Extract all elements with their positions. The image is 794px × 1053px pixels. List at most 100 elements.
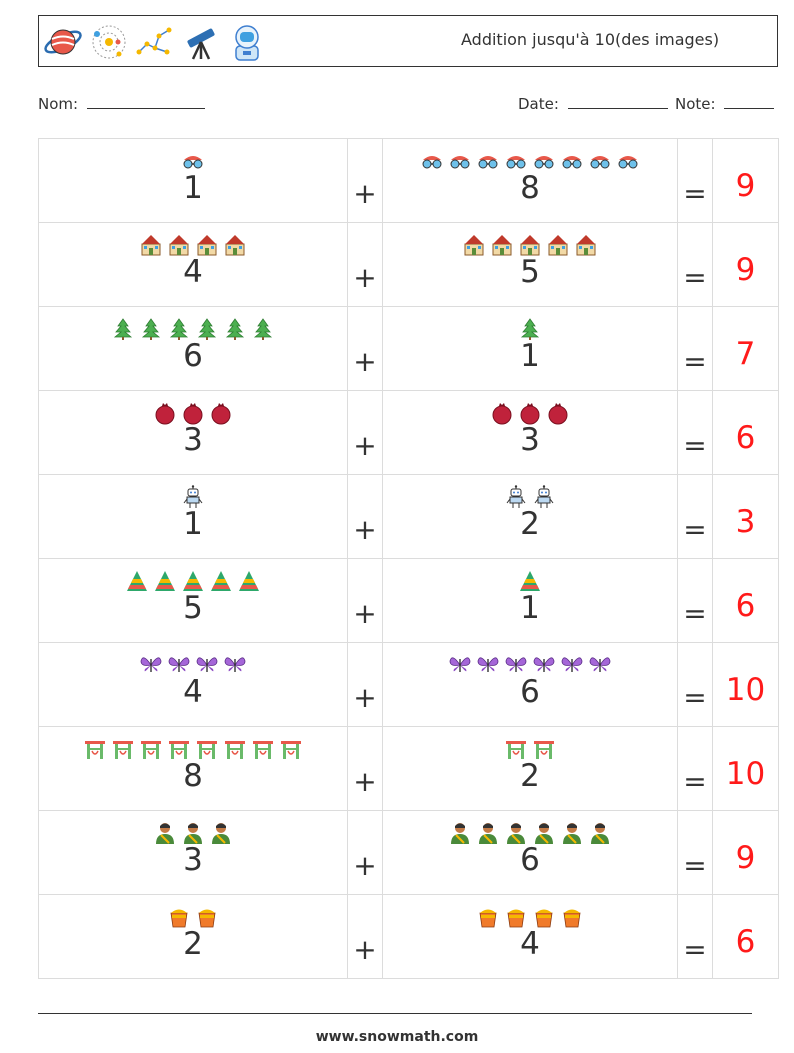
addend-b: 1	[520, 338, 540, 374]
pyramid-icon	[520, 571, 540, 591]
addend-b-cell: 6	[382, 810, 678, 895]
addend-a-cell: 3	[38, 810, 348, 895]
pyramid-icon	[211, 571, 231, 591]
date-blank[interactable]	[567, 94, 668, 109]
problem-row: 3 +3 = 6	[38, 390, 779, 475]
astronaut-icon	[235, 25, 259, 61]
answer[interactable]: 9	[712, 810, 779, 895]
header-icons	[43, 21, 267, 63]
gate-icon	[113, 741, 133, 759]
addend-a: 4	[183, 674, 203, 710]
butterfly-icon	[224, 657, 246, 672]
addend-a-cell: 6	[38, 306, 348, 391]
answer[interactable]: 10	[712, 726, 779, 811]
pomegranate-icon	[520, 403, 540, 425]
problems-table: 1 +8 = 9 4 +5 = 9 6 +1 = 7 3 +3 = 6 1 +2 = 3 5 +1 = 6 4 +6 = 10 8 +2 =…	[38, 138, 779, 979]
problem-row: 6 +1 = 7	[38, 306, 779, 391]
plus-sign: +	[347, 138, 383, 223]
person-icon	[563, 823, 581, 844]
addend-b-cell: 5	[382, 222, 678, 307]
picture-group	[39, 391, 347, 425]
butterfly-icon	[589, 657, 611, 672]
answer[interactable]: 6	[712, 558, 779, 643]
pyramid-icon	[239, 571, 259, 591]
pyramid-icon	[183, 571, 203, 591]
name-blank[interactable]	[86, 94, 205, 109]
glasses-icon	[478, 156, 498, 169]
addend-b-cell: 1	[382, 558, 678, 643]
glasses-icon	[183, 156, 203, 169]
addend-b-cell: 2	[382, 726, 678, 811]
answer[interactable]: 10	[712, 642, 779, 727]
person-icon	[507, 823, 525, 844]
equals-sign: =	[677, 474, 713, 559]
gate-icon	[506, 741, 526, 759]
addend-a: 8	[183, 758, 203, 794]
equals-sign: =	[677, 810, 713, 895]
addend-a: 4	[183, 254, 203, 290]
picture-group	[383, 895, 677, 929]
gate-icon	[225, 741, 245, 759]
addend-a: 3	[183, 422, 203, 458]
butterfly-icon	[505, 657, 527, 672]
glasses-icon	[506, 156, 526, 169]
addend-a: 5	[183, 590, 203, 626]
answer[interactable]: 6	[712, 894, 779, 979]
gate-icon	[85, 741, 105, 759]
telescope-icon	[187, 28, 215, 60]
glasses-icon	[562, 156, 582, 169]
butterfly-icon	[477, 657, 499, 672]
answer[interactable]: 9	[712, 138, 779, 223]
footer-url[interactable]: www.snowmath.com	[315, 1029, 479, 1045]
addend-a: 1	[183, 506, 203, 542]
tree-icon	[113, 318, 133, 340]
problem-row: 1 +2 = 3	[38, 474, 779, 559]
glasses-icon	[618, 156, 638, 169]
note-blank[interactable]	[724, 94, 775, 109]
glasses-icon	[450, 156, 470, 169]
person-icon	[479, 823, 497, 844]
building-icon	[548, 235, 568, 256]
person-icon	[184, 823, 202, 844]
addend-b: 6	[520, 674, 540, 710]
addend-b-cell: 3	[382, 390, 678, 475]
addend-b: 2	[520, 758, 540, 794]
butterfly-icon	[533, 657, 555, 672]
answer[interactable]: 6	[712, 390, 779, 475]
picture-group	[383, 223, 677, 257]
picture-group	[383, 139, 677, 173]
picture-group	[39, 727, 347, 761]
addend-a-cell: 1	[38, 474, 348, 559]
equals-sign: =	[677, 306, 713, 391]
addend-b: 2	[520, 506, 540, 542]
name-label: Nom:	[38, 95, 79, 113]
plus-sign: +	[347, 390, 383, 475]
addend-a: 1	[183, 170, 203, 206]
pyramid-icon	[127, 571, 147, 591]
worksheet-header: Addition jusqu'à 10(des images)	[38, 15, 778, 67]
pyramid-icon	[155, 571, 175, 591]
planet-icon	[44, 29, 82, 55]
addend-b: 5	[520, 254, 540, 290]
pomegranate-icon	[548, 403, 568, 425]
gate-icon	[169, 741, 189, 759]
bucket-icon	[535, 909, 553, 928]
problem-row: 1 +8 = 9	[38, 138, 779, 223]
addend-a-cell: 1	[38, 138, 348, 223]
answer[interactable]: 3	[712, 474, 779, 559]
answer[interactable]: 9	[712, 222, 779, 307]
butterfly-icon	[168, 657, 190, 672]
problem-row: 5 +1 = 6	[38, 558, 779, 643]
addend-b: 8	[520, 170, 540, 206]
constellation-icon	[136, 27, 172, 55]
building-icon	[464, 235, 484, 256]
addend-a-cell: 5	[38, 558, 348, 643]
addend-a: 3	[183, 842, 203, 878]
bucket-icon	[507, 909, 525, 928]
name-field: Nom:	[38, 94, 205, 113]
picture-group	[383, 811, 677, 845]
bucket-icon	[563, 909, 581, 928]
answer[interactable]: 7	[712, 306, 779, 391]
equals-sign: =	[677, 138, 713, 223]
addend-a: 6	[183, 338, 203, 374]
